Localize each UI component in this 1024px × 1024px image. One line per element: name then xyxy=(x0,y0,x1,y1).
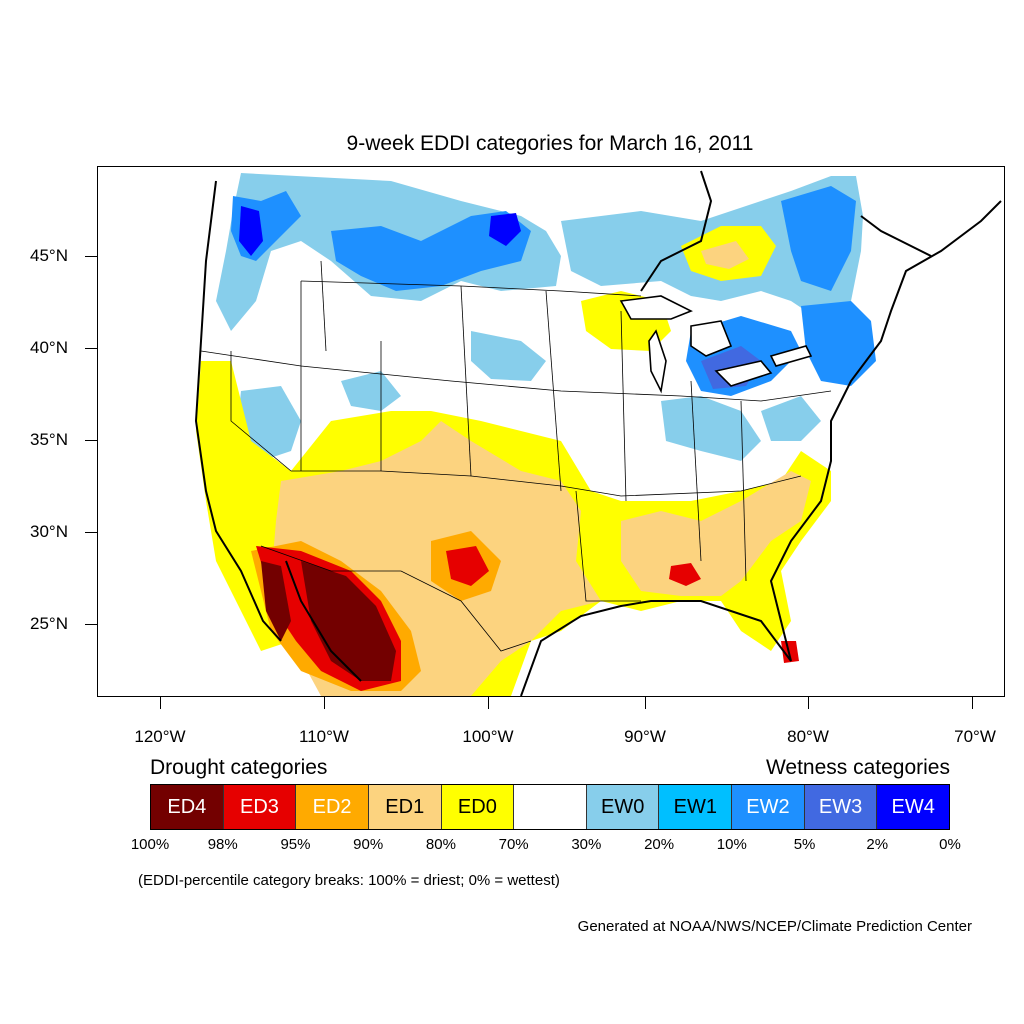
great-lakes xyxy=(619,295,813,394)
dry-region-ontario-d1 xyxy=(701,241,749,269)
lat-tick-40n xyxy=(85,348,97,349)
legend-swatch-ew4: EW4 xyxy=(877,785,950,829)
legend-break-label: 80% xyxy=(425,836,456,853)
legend-swatch-ew3: EW3 xyxy=(804,785,878,829)
dry-region-d3-texas xyxy=(446,546,489,586)
map-canvas xyxy=(98,170,1004,696)
lon-label-110w: 110°W xyxy=(299,727,349,746)
legend-bar: ED4 ED3 ED2 ED1 ED0 EW0 EW1 EW2 EW3 EW4 xyxy=(150,784,950,830)
lon-tick-120w xyxy=(160,697,161,709)
legend-break-label: 100% xyxy=(130,836,170,853)
category-note: (EDDI-percentile category breaks: 100% =… xyxy=(138,872,560,889)
dry-region-d4-southwest xyxy=(301,561,396,681)
legend-swatch-ew2: EW2 xyxy=(732,785,805,829)
lon-tick-90w xyxy=(645,697,646,709)
lon-tick-110w xyxy=(324,697,325,709)
legend-break-label: 2% xyxy=(866,836,889,853)
lat-label-30n: 30°N xyxy=(30,522,68,541)
lon-tick-80w xyxy=(808,697,809,709)
legend-swatch-ew0: EW0 xyxy=(586,785,660,829)
wet-region-colorado xyxy=(341,371,401,411)
legend-break-label: 98% xyxy=(207,836,238,853)
lat-label-40n: 40°N xyxy=(30,338,68,357)
legend-break-label: 70% xyxy=(498,836,529,853)
lat-tick-45n xyxy=(85,256,97,257)
legend-break-label: 10% xyxy=(716,836,747,853)
wet-region-plains-north xyxy=(331,211,531,291)
dry-region-d4-baja xyxy=(261,561,291,641)
credit-line: Generated at NOAA/NWS/NCEP/Climate Predi… xyxy=(577,918,972,935)
dry-region-d3-alabama xyxy=(669,563,701,586)
wet-region-canada-east-core xyxy=(781,186,856,291)
state-boundaries xyxy=(200,260,832,652)
lon-label-90w: 90°W xyxy=(624,727,666,746)
wet-region-midwest xyxy=(661,396,761,461)
wet-region-dakota-ew4 xyxy=(489,213,521,246)
wet-region-mid-atlantic xyxy=(761,396,821,441)
legend-swatch-ed4: ED4 xyxy=(151,785,224,829)
lon-label-100w: 100°W xyxy=(462,727,514,746)
lon-tick-70w xyxy=(972,697,973,709)
map-frame xyxy=(97,166,1005,697)
lat-label-25n: 25°N xyxy=(30,614,68,633)
lon-label-80w: 80°W xyxy=(787,727,829,746)
lat-label-45n: 45°N xyxy=(30,246,68,265)
lon-tick-100w xyxy=(488,697,489,709)
dry-region-d3-florida xyxy=(781,641,799,663)
legend-swatch-neutral xyxy=(514,785,587,829)
legend-break-label: 95% xyxy=(280,836,311,853)
legend-break-label: 20% xyxy=(644,836,675,853)
lon-label-70w: 70°W xyxy=(954,727,996,746)
legend-break-label: 30% xyxy=(571,836,602,853)
legend-break-label: 0% xyxy=(939,836,961,853)
coastlines xyxy=(194,170,1002,696)
lon-label-120w: 120°W xyxy=(134,727,186,746)
wet-region-northeast xyxy=(801,301,876,386)
legend-break-label: 5% xyxy=(793,836,816,853)
drought-heading: Drought categories xyxy=(150,756,328,779)
legend-swatch-ew1: EW1 xyxy=(659,785,733,829)
legend-swatch-ed0: ED0 xyxy=(441,785,515,829)
wet-region-northwest-ew4 xyxy=(239,206,263,256)
wetness-heading: Wetness categories xyxy=(765,756,950,779)
legend-break-label: 90% xyxy=(353,836,384,853)
dry-region-d1-southeast xyxy=(621,471,811,596)
legend-swatch-ed1: ED1 xyxy=(368,785,442,829)
legend-swatch-ed2: ED2 xyxy=(296,785,369,829)
lat-tick-30n xyxy=(85,532,97,533)
legend-swatch-ed3: ED3 xyxy=(223,785,297,829)
map-title: 9-week EDDI categories for March 16, 201… xyxy=(346,132,754,155)
lat-tick-35n xyxy=(85,440,97,441)
wet-region-plains-mid xyxy=(471,331,546,381)
lat-tick-25n xyxy=(85,624,97,625)
lat-label-35n: 35°N xyxy=(30,430,68,449)
